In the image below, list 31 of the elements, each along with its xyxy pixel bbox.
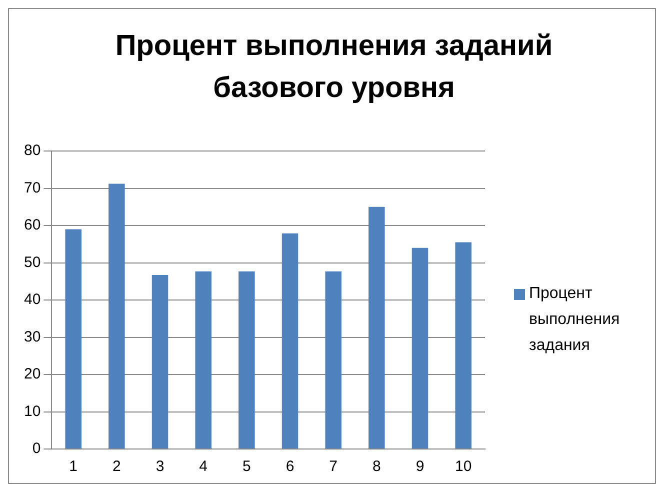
x-tick-label: 9	[416, 458, 424, 476]
x-tick-label: 4	[199, 458, 208, 476]
y-tick-label: 0	[32, 440, 41, 458]
x-tick-label: 10	[454, 458, 472, 476]
bar	[368, 206, 385, 448]
y-tick-label: 10	[24, 402, 41, 420]
x-tick-label: 8	[372, 458, 381, 476]
y-tick-label: 50	[24, 254, 41, 271]
x-tick-label: 6	[286, 458, 294, 476]
bar	[325, 271, 342, 448]
x-tick-label: 5	[242, 458, 251, 476]
y-tick-label: 20	[24, 366, 41, 383]
bar	[152, 275, 168, 448]
x-tick-label: 7	[329, 458, 338, 476]
y-tick-label: 80	[24, 142, 41, 160]
bar	[108, 184, 125, 448]
x-tick-label: 1	[69, 458, 78, 476]
bar	[455, 242, 472, 448]
y-tick-label: 30	[24, 328, 41, 346]
y-tick-label: 70	[24, 179, 41, 196]
bar	[65, 229, 82, 448]
bar	[195, 271, 212, 448]
chart-title: Процент выполнения заданий базового уровня	[114, 29, 554, 106]
bar	[282, 233, 298, 448]
bar	[412, 248, 428, 448]
x-tick-label: 3	[156, 458, 164, 476]
legend-label: Процент выполнения задания	[529, 284, 621, 356]
y-tick-label: 40	[24, 291, 41, 308]
x-tick-label: 2	[112, 458, 121, 476]
y-tick-label: 60	[24, 216, 41, 234]
bar	[238, 271, 255, 448]
